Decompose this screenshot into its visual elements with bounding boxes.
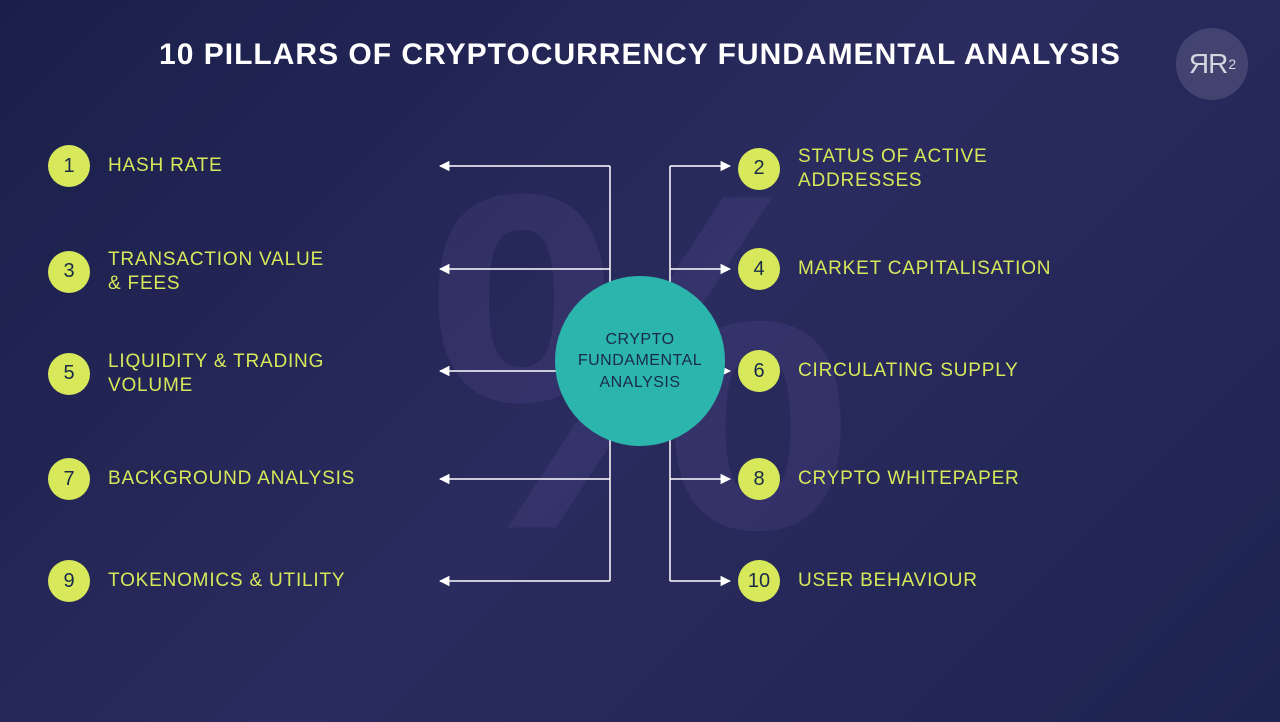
pillar-10: 10 USER BEHAVIOUR bbox=[738, 560, 978, 602]
pillar-5: 5 LIQUIDITY & TRADINGVOLUME bbox=[48, 350, 324, 398]
pillar-number: 1 bbox=[48, 145, 90, 187]
pillar-label: BACKGROUND ANALYSIS bbox=[108, 467, 355, 491]
pillar-label: STATUS OF ACTIVEADDRESSES bbox=[798, 145, 987, 193]
pillar-number: 10 bbox=[738, 560, 780, 602]
pillar-3: 3 TRANSACTION VALUE& FEES bbox=[48, 248, 324, 296]
brand-logo-sup: 2 bbox=[1228, 56, 1235, 72]
pillar-label: CRYPTO WHITEPAPER bbox=[798, 467, 1020, 491]
pillar-2: 2 STATUS OF ACTIVEADDRESSES bbox=[738, 145, 987, 193]
pillar-label: LIQUIDITY & TRADINGVOLUME bbox=[108, 350, 324, 398]
center-hub-label: CRYPTOFUNDAMENTALANALYSIS bbox=[578, 329, 702, 394]
pillar-number: 8 bbox=[738, 458, 780, 500]
pillar-1: 1 HASH RATE bbox=[48, 145, 223, 187]
pillar-4: 4 MARKET CAPITALISATION bbox=[738, 248, 1051, 290]
brand-logo: ЯR2 bbox=[1176, 28, 1248, 100]
pillar-label: MARKET CAPITALISATION bbox=[798, 257, 1051, 281]
pillar-label: CIRCULATING SUPPLY bbox=[798, 359, 1019, 383]
pillar-number: 9 bbox=[48, 560, 90, 602]
pillar-9: 9 TOKENOMICS & UTILITY bbox=[48, 560, 345, 602]
pillar-label: TRANSACTION VALUE& FEES bbox=[108, 248, 324, 296]
pillar-7: 7 BACKGROUND ANALYSIS bbox=[48, 458, 355, 500]
center-hub: CRYPTOFUNDAMENTALANALYSIS bbox=[555, 276, 725, 446]
page-title: 10 PILLARS OF CRYPTOCURRENCY FUNDAMENTAL… bbox=[159, 38, 1121, 72]
pillar-6: 6 CIRCULATING SUPPLY bbox=[738, 350, 1019, 392]
pillar-8: 8 CRYPTO WHITEPAPER bbox=[738, 458, 1020, 500]
pillar-number: 4 bbox=[738, 248, 780, 290]
pillar-label: HASH RATE bbox=[108, 154, 223, 178]
pillar-label: USER BEHAVIOUR bbox=[798, 569, 978, 593]
brand-logo-text: ЯR bbox=[1189, 48, 1227, 80]
pillar-number: 6 bbox=[738, 350, 780, 392]
pillar-number: 5 bbox=[48, 353, 90, 395]
pillar-label: TOKENOMICS & UTILITY bbox=[108, 569, 345, 593]
pillar-number: 7 bbox=[48, 458, 90, 500]
pillar-number: 2 bbox=[738, 148, 780, 190]
pillar-number: 3 bbox=[48, 251, 90, 293]
